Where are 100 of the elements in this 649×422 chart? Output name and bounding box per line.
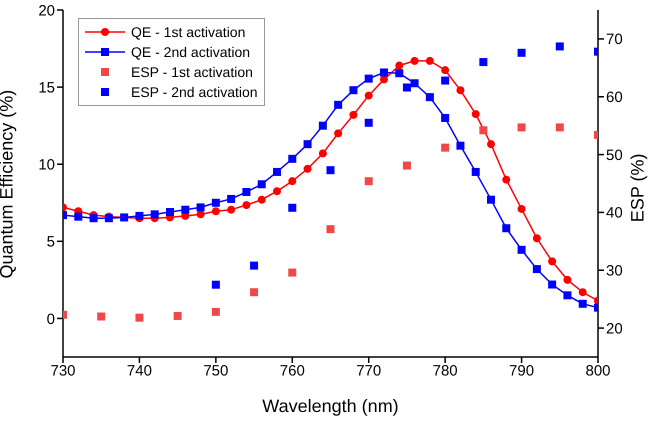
point: [288, 204, 296, 212]
point: [326, 166, 334, 174]
point: [518, 123, 526, 132]
point: [479, 58, 488, 66]
point: [326, 225, 334, 234]
point: [472, 110, 480, 118]
y-tick-label: 0: [46, 310, 55, 328]
point: [402, 83, 411, 92]
x-tick-label: 770: [356, 362, 382, 380]
point: [532, 234, 541, 242]
y-tick-label: 5: [46, 234, 55, 251]
point: [212, 308, 220, 316]
point: [250, 262, 258, 270]
point: [426, 93, 434, 102]
y2-tick-label: 40: [606, 204, 623, 222]
legend-label: ESP - 1st activation: [131, 63, 253, 82]
point: [258, 180, 266, 188]
point: [563, 276, 572, 284]
x-tick-label: 730: [50, 362, 76, 380]
point: [150, 210, 159, 218]
point: [227, 194, 236, 203]
point: [441, 114, 450, 122]
x-tick-label: 780: [432, 362, 458, 380]
point: [456, 86, 464, 94]
y2-tick-label: 30: [606, 262, 623, 280]
point: [364, 118, 373, 127]
point: [212, 207, 220, 216]
point: [196, 203, 205, 212]
point: [349, 86, 358, 94]
legend-label: ESP - 2nd activation: [131, 83, 258, 102]
point: [502, 176, 510, 184]
point: [135, 314, 144, 322]
y2-tick-label: 20: [606, 320, 623, 338]
point: [135, 212, 144, 220]
point: [227, 206, 236, 214]
point: [578, 300, 587, 308]
point: [487, 196, 495, 204]
point: [242, 201, 250, 210]
point: [288, 268, 296, 277]
point: [242, 188, 250, 196]
point: [364, 74, 373, 83]
point: [556, 123, 564, 132]
y2-tick-label: 70: [606, 31, 623, 48]
point: [578, 288, 587, 296]
legend-label: QE - 2nd activation: [131, 43, 250, 62]
y2-tick-label: 60: [606, 89, 623, 106]
point: [304, 164, 312, 173]
legend-label: QE - 1st activation: [131, 23, 246, 42]
point: [487, 140, 495, 148]
point: [410, 79, 419, 88]
point: [288, 177, 296, 186]
point: [74, 212, 82, 221]
point: [304, 140, 312, 148]
x-tick-label: 760: [280, 362, 305, 380]
y-tick-label: 20: [38, 2, 55, 20]
y2-tick-label: 50: [606, 146, 623, 164]
point: [318, 122, 327, 130]
point: [97, 312, 106, 321]
point: [364, 177, 373, 186]
point: [563, 291, 572, 300]
y2-axis-title: ESP (%): [627, 154, 648, 222]
point: [479, 126, 488, 134]
point: [334, 129, 342, 138]
point: [518, 246, 526, 254]
point: [174, 312, 182, 320]
x-axis-title: Wavelength (nm): [262, 396, 399, 416]
y-tick-label: 15: [38, 79, 55, 96]
point: [472, 168, 480, 176]
point: [90, 214, 98, 222]
point: [410, 56, 419, 65]
point: [548, 257, 556, 266]
point: [518, 48, 526, 57]
x-tick-label: 750: [203, 362, 228, 380]
point: [456, 142, 464, 150]
point: [441, 76, 450, 85]
point: [196, 210, 205, 218]
point: [273, 168, 281, 176]
point: [181, 206, 190, 214]
x-tick-label: 790: [509, 362, 534, 380]
point: [250, 288, 258, 296]
point: [380, 68, 388, 76]
point: [380, 75, 388, 84]
point: [395, 69, 404, 78]
x-tick-label: 800: [585, 362, 611, 380]
point: [441, 144, 450, 152]
point: [502, 224, 510, 232]
point: [212, 198, 220, 207]
point: [166, 208, 174, 216]
x-tick-label: 740: [126, 362, 152, 380]
point: [532, 265, 541, 274]
point: [402, 162, 411, 170]
point: [212, 280, 220, 289]
point: [426, 56, 434, 65]
point: [548, 280, 556, 289]
point: [258, 196, 266, 204]
point: [288, 154, 296, 163]
point: [441, 66, 450, 74]
point: [318, 149, 327, 158]
point: [364, 92, 373, 100]
point: [395, 62, 404, 70]
